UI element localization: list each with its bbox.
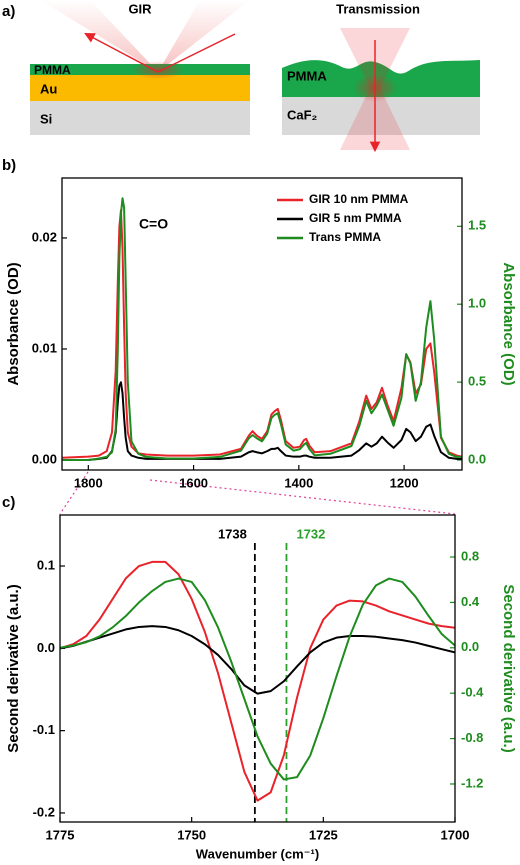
y2-tick-label: 0.8 — [461, 548, 479, 563]
panel-label: a) — [2, 3, 15, 20]
x-tick-label: 1600 — [179, 475, 208, 490]
x-tick-label: 1400 — [284, 475, 313, 490]
x-axis-title: Wavenumber (cm⁻¹) — [196, 846, 319, 861]
panel-label: b) — [2, 157, 16, 174]
data-line — [60, 560, 455, 802]
y-axis-title: Absorbance (OD) — [5, 262, 22, 385]
y2-axis-title: Absorbance (OD) — [500, 262, 517, 385]
y-tick-label: -0.2 — [33, 804, 55, 819]
y-tick-label: 0.1 — [37, 557, 55, 572]
y2-tick-label: -0.8 — [461, 730, 483, 745]
transmission-title: Transmission — [336, 1, 420, 16]
zoom-line — [149, 479, 456, 515]
layer-label: PMMA — [287, 68, 327, 83]
legend-label: Trans PMMA — [309, 230, 381, 244]
legend-label: GIR 5 nm PMMA — [309, 211, 402, 225]
marker-label: 1738 — [218, 526, 247, 541]
incident-ray — [157, 33, 236, 73]
y2-tick-label: -0.4 — [461, 685, 484, 700]
y-tick-label: 0.00 — [32, 451, 57, 466]
y2-tick-label: 0.0 — [468, 451, 486, 466]
y-tick-label: 0.01 — [32, 340, 57, 355]
y2-tick-label: -1.2 — [461, 775, 483, 790]
light-fan — [40, 0, 250, 72]
caf2-layer — [282, 97, 480, 135]
x-tick-label: 1775 — [46, 827, 75, 842]
au-layer — [30, 75, 250, 101]
y-tick-label: -0.1 — [33, 722, 55, 737]
data-line — [60, 577, 455, 781]
y2-tick-label: 0.5 — [468, 374, 486, 389]
plot-frame — [59, 514, 456, 823]
y-tick-label: 0.0 — [37, 640, 55, 655]
data-line — [62, 381, 462, 462]
annotation: C=O — [139, 216, 168, 232]
plot-frame — [61, 177, 463, 471]
legend-label: GIR 10 nm PMMA — [309, 192, 409, 206]
gir-title: GIR — [128, 1, 152, 16]
x-tick-label: 1800 — [74, 475, 103, 490]
data-line — [62, 209, 462, 459]
layer-label: Si — [40, 111, 52, 126]
y2-axis-title: Second derivative (a.u.) — [500, 584, 517, 752]
y2-tick-label: 0.4 — [461, 594, 480, 609]
data-line — [62, 197, 462, 462]
gir-schematic: GIR PMMA Au Si — [30, 0, 250, 135]
zoom-line — [59, 471, 89, 515]
y2-tick-label: 1.0 — [468, 296, 486, 311]
si-layer — [30, 101, 250, 135]
y2-tick-label: 0.0 — [461, 639, 479, 654]
x-tick-label: 1700 — [441, 827, 470, 842]
layer-label: PMMA — [34, 63, 71, 77]
y-tick-label: 0.02 — [32, 229, 57, 244]
reflected-ray — [84, 33, 159, 73]
marker-label: 1732 — [296, 526, 325, 541]
panel-label: c) — [2, 494, 15, 511]
layer-label: CaF₂ — [287, 107, 318, 122]
data-line — [60, 625, 455, 695]
y2-tick-label: 1.5 — [468, 218, 486, 233]
y-axis-title: Second derivative (a.u.) — [5, 584, 22, 752]
x-tick-label: 1725 — [309, 827, 338, 842]
layer-label: Au — [40, 81, 57, 96]
x-tick-label: 1750 — [177, 827, 206, 842]
x-tick-label: 1200 — [390, 475, 419, 490]
transmission-schematic: Transmission PMMA CaF₂ — [282, 1, 480, 153]
